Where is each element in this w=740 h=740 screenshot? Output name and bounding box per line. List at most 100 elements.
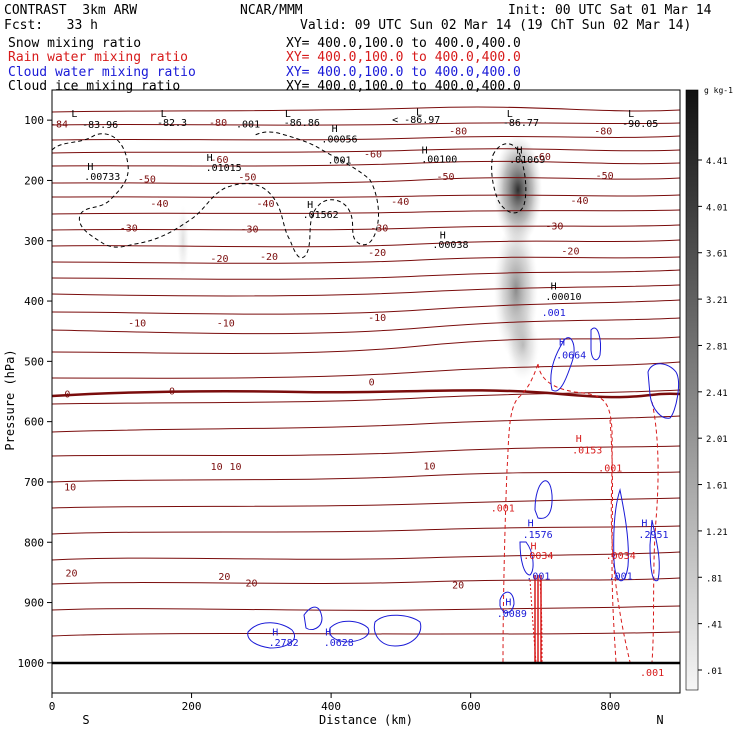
colorbar-tick-label: .01	[706, 667, 722, 677]
contour-label: .0034	[523, 551, 553, 562]
isotherm	[51, 135, 681, 141]
contour-label: -60	[533, 152, 551, 163]
y-tick-label: 300	[24, 235, 44, 248]
isotherm	[51, 224, 681, 231]
colorbar-tick-label: 2.81	[706, 342, 728, 352]
contour-label: .001	[526, 572, 550, 583]
contour-label: .2951	[638, 530, 668, 541]
contour-label: H	[528, 519, 534, 530]
contour-label: .00056	[321, 134, 357, 145]
isotherm	[51, 177, 681, 184]
contour-label: -90.05	[622, 119, 658, 130]
contour-label: .01562	[303, 210, 339, 221]
contour-label: H	[551, 282, 557, 293]
contour-label: .001	[327, 156, 351, 167]
field-cloudwater-xy: XY= 400.0,100.0 to 400.0,400.0	[286, 65, 521, 80]
contour-label: -83.96	[82, 120, 118, 131]
contour-label: 10	[64, 482, 76, 493]
contour-label: -50	[238, 172, 256, 183]
cloud-water-contour	[373, 614, 422, 647]
contour-label: L	[71, 109, 77, 120]
contour-label: .0089	[497, 609, 527, 620]
contour-label: 20	[66, 569, 78, 580]
temperature-contours	[51, 106, 681, 637]
colorbar-ramp	[685, 89, 699, 691]
contour-label: 0	[169, 387, 175, 398]
contour-label: L	[416, 107, 422, 118]
cloud-ice-contour	[51, 131, 379, 259]
cloud-water-contours	[247, 327, 679, 649]
cloud-water-contour	[329, 620, 370, 643]
x-tick-label: 200	[182, 700, 202, 713]
contour-label: H	[576, 434, 582, 445]
contour-label: -10	[217, 318, 235, 329]
field-cloudwater-label: Cloud water mixing ratio	[8, 65, 196, 80]
contour-label: H	[516, 145, 522, 156]
contour-label: H	[272, 628, 278, 639]
cloud-ice-contour	[491, 143, 527, 214]
contour-label: .00100	[421, 154, 457, 165]
contour-label: -50	[437, 172, 455, 183]
colorbar-tick-label: 4.41	[706, 157, 728, 167]
isotherm	[51, 194, 681, 198]
rain-contour	[651, 401, 659, 663]
contour-label: .00733	[84, 172, 120, 183]
colorbar-tick-label: 1.21	[706, 528, 728, 538]
cloud-water-contour	[534, 480, 553, 519]
contour-label: -86.77	[503, 118, 539, 129]
contour-label: -40	[256, 199, 274, 210]
rain-contour	[609, 419, 617, 663]
cloud-ice-contours	[51, 131, 527, 259]
contour-label: -10	[368, 313, 386, 324]
contour-label: -20	[561, 247, 579, 258]
isotherm	[51, 361, 681, 379]
y-tick-label: 500	[24, 355, 44, 368]
contour-label: .0664	[556, 350, 586, 361]
colorbar-tick-label: 4.01	[706, 203, 728, 213]
contour-label: 0	[64, 390, 70, 401]
isotherm	[51, 256, 681, 264]
contour-label: L	[161, 109, 167, 120]
cloud-water-contour	[649, 519, 660, 582]
colorbar-tick-label: 3.21	[706, 296, 728, 306]
x-tick-label: 400	[321, 700, 341, 713]
contour-label: -20	[210, 254, 228, 265]
contour-label: .001	[542, 308, 566, 319]
contour-label: H	[207, 153, 213, 164]
colorbar: g kg-1 4.41 4.01 3.61 3.21 2.81 2.41 2.01 1.61 1…	[685, 86, 733, 691]
forecast-hour: Fcst: 33 h	[4, 18, 98, 33]
field-rain-xy: XY= 400.0,100.0 to 400.0,400.0	[286, 50, 521, 65]
contour-label: .001	[609, 572, 633, 583]
isotherm	[51, 299, 681, 315]
isotherm	[51, 415, 681, 433]
contour-label: H	[332, 124, 338, 135]
snow-plume-tail	[507, 310, 539, 380]
colorbar-tick-label: .41	[706, 621, 722, 631]
colorbar-tick-label: 1.61	[706, 482, 728, 492]
y-tick-label: 400	[24, 295, 44, 308]
contour-label: .0628	[324, 638, 354, 649]
contour-label: -30	[545, 221, 563, 232]
contour-label: -40	[391, 197, 409, 208]
contour-label: -40	[570, 196, 588, 207]
contour-label: H	[641, 519, 647, 530]
contour-label: -84	[50, 119, 68, 130]
colorbar-tick-label: 3.61	[706, 250, 728, 260]
contour-label: -30	[370, 224, 388, 235]
colorbar-tick-label: 2.41	[706, 389, 728, 399]
contour-label: .01015	[206, 163, 242, 174]
contour-label: L	[628, 109, 634, 120]
isotherm	[51, 471, 681, 483]
title-left: CONTRAST 3km ARW	[4, 3, 138, 18]
colorbar-unit: g kg-1	[704, 86, 733, 95]
contour-label: -60	[210, 155, 228, 166]
isotherm	[51, 106, 681, 113]
contour-label: L	[507, 109, 513, 120]
isotherm	[51, 336, 681, 354]
rain-shaft	[534, 575, 542, 664]
contour-label: -30	[240, 224, 258, 235]
rain-contour	[537, 363, 631, 663]
isotherm-freezing	[51, 389, 681, 399]
end-label-south: S	[82, 713, 89, 727]
